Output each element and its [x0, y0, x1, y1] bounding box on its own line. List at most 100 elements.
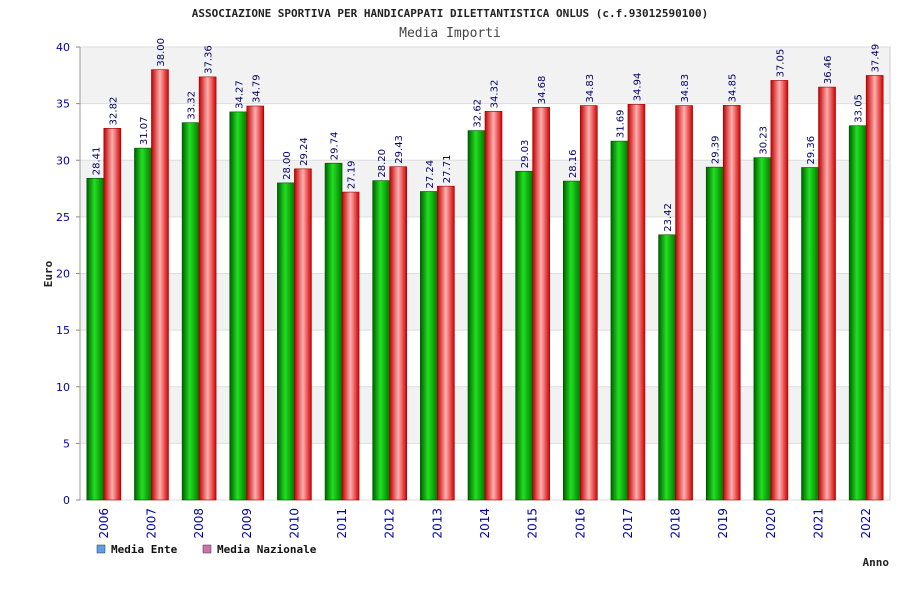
chart-subtitle: Media Importi	[399, 26, 501, 41]
bar-media-nazionale	[865, 75, 884, 501]
y-tick-label: 5	[63, 437, 70, 450]
legend: Media Ente Media Nazionale	[96, 543, 317, 556]
bar-media-ente	[848, 125, 867, 501]
data-label: 28.16	[568, 149, 579, 178]
data-label: 33.32	[187, 91, 198, 120]
data-label: 27.19	[347, 160, 358, 189]
x-tick-label: 2019	[716, 508, 730, 539]
data-label: 34.83	[585, 74, 596, 103]
bar-media-ente	[86, 177, 105, 501]
data-label: 29.39	[711, 136, 722, 165]
data-label: 29.74	[330, 132, 341, 161]
data-label: 28.00	[282, 151, 293, 180]
bar-media-nazionale	[151, 69, 169, 501]
bar-media-ente	[372, 180, 391, 501]
x-tick-label: 2014	[478, 508, 492, 539]
bar-media-ente	[181, 122, 200, 501]
data-label: 34.27	[234, 80, 245, 109]
bar-media-nazionale	[722, 105, 741, 501]
x-tick-label: 2007	[144, 508, 158, 539]
data-label: 27.24	[425, 160, 436, 189]
data-label: 28.41	[91, 147, 102, 176]
x-tick-label: 2020	[764, 508, 778, 539]
bar-media-nazionale	[770, 80, 789, 501]
legend-item: Media Ente	[96, 543, 178, 556]
data-label: 36.46	[823, 55, 834, 84]
data-label: 37.36	[204, 45, 215, 74]
data-label: 33.05	[854, 94, 865, 123]
x-tick-label: 2017	[621, 508, 635, 539]
y-tick-label: 10	[56, 381, 70, 394]
x-tick-label: 2006	[97, 508, 111, 539]
bar-media-ente	[610, 140, 629, 501]
data-label: 34.32	[490, 80, 501, 109]
data-labels: 28.41 32.82 31.07 38.00 33.32 37.36 34.27 34.79…	[91, 38, 881, 232]
bar-media-nazionale	[341, 191, 360, 501]
bar-media-nazionale	[294, 168, 312, 501]
bar-media-nazionale	[198, 76, 217, 501]
x-tick-label: 2011	[335, 508, 349, 539]
data-label: 34.94	[632, 73, 643, 102]
x-tick-label: 2012	[383, 508, 397, 539]
y-tick-label: 25	[56, 211, 70, 224]
x-axis-ticks: 2006 2007 2008 2009 2010 2011 2012 2013 2014 2015…	[97, 508, 873, 539]
y-tick-label: 35	[56, 98, 70, 111]
legend-label: Media Ente	[111, 543, 178, 556]
x-tick-label: 2013	[430, 508, 444, 539]
bar-media-ente	[658, 234, 676, 501]
y-axis-ticks: 0 5 10 15 20 25 30 35 40	[56, 41, 70, 507]
bar-media-nazionale	[579, 105, 598, 501]
x-axis-label: Anno	[863, 556, 890, 569]
bar-media-ente	[324, 162, 343, 501]
bar-media-nazionale	[532, 106, 550, 501]
y-tick-label: 30	[56, 154, 70, 167]
data-label: 29.36	[806, 136, 817, 165]
legend-swatch	[96, 544, 106, 554]
bar-media-ente	[562, 180, 581, 501]
y-tick-label: 0	[63, 494, 70, 507]
bar-media-ente	[801, 167, 819, 501]
y-tick-label: 20	[56, 268, 70, 281]
bar-media-ente	[753, 157, 772, 501]
data-label: 29.03	[520, 140, 531, 169]
bar-media-ente	[420, 191, 438, 501]
legend-swatch	[202, 544, 212, 554]
x-tick-label: 2008	[192, 508, 206, 539]
bar-media-nazionale	[627, 104, 646, 501]
data-label: 32.62	[473, 99, 484, 128]
bar-media-ente	[515, 170, 533, 501]
bar-media-ente	[134, 147, 152, 501]
data-label: 38.00	[156, 38, 167, 67]
data-label: 30.23	[758, 126, 769, 155]
legend-label: Media Nazionale	[217, 543, 317, 556]
data-label: 29.43	[394, 135, 405, 164]
bar-media-nazionale	[484, 111, 503, 501]
bar-media-ente	[277, 182, 295, 501]
data-label: 37.49	[871, 44, 882, 73]
data-label: 23.42	[663, 203, 674, 232]
y-tick-label: 15	[56, 324, 70, 337]
bar-media-nazionale	[818, 86, 836, 501]
x-tick-label: 2022	[859, 508, 873, 539]
chart-title: ASSOCIAZIONE SPORTIVA PER HANDICAPPATI D…	[192, 7, 709, 20]
x-tick-label: 2016	[573, 508, 587, 539]
data-label: 31.07	[139, 116, 150, 145]
bar-media-ente	[705, 166, 724, 501]
data-label: 34.79	[251, 74, 262, 103]
bars	[86, 69, 884, 501]
x-tick-label: 2018	[669, 508, 683, 539]
bar-media-ente	[467, 130, 486, 501]
data-label: 34.85	[728, 74, 739, 103]
bar-media-nazionale	[437, 185, 455, 501]
bar-media-nazionale	[389, 166, 408, 501]
bar-media-nazionale	[103, 128, 122, 501]
data-label: 28.20	[377, 149, 388, 178]
bar-media-ente	[229, 111, 248, 501]
y-axis-label: Euro	[42, 260, 55, 287]
data-label: 37.05	[775, 49, 786, 78]
bar-media-nazionale	[675, 105, 693, 501]
bar-media-nazionale	[246, 105, 265, 501]
data-label: 27.71	[442, 155, 453, 184]
x-tick-label: 2010	[287, 508, 301, 539]
